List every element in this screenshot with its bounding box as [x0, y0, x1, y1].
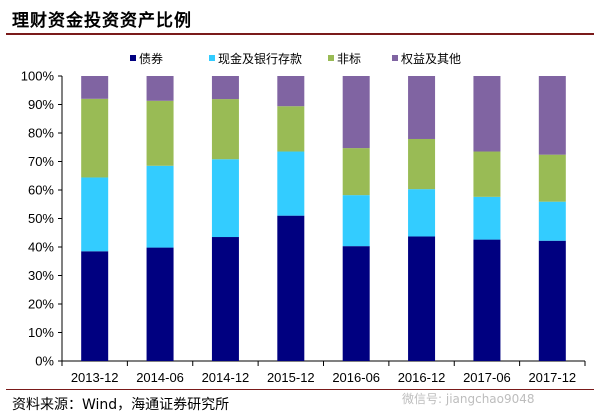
legend-label-2: 现金及银行存款: [218, 51, 302, 66]
y-tick-label: 60%: [28, 183, 54, 198]
x-tick-label: 2013-12: [71, 370, 119, 385]
chart-title: 理财资金投资资产比例: [12, 11, 192, 31]
y-tick-label: 10%: [28, 325, 54, 340]
y-tick-label: 20%: [28, 297, 54, 312]
watermark: 微信号: jiangchao9048: [402, 392, 535, 406]
bar-segment-2: [408, 189, 436, 237]
legend-swatch-2: [209, 55, 215, 61]
source-note: 资料来源：Wind，海通证券研究所: [12, 397, 230, 413]
y-tick-label: 50%: [28, 211, 54, 226]
legend-label-1: 债券: [139, 51, 163, 66]
legend-label-3: 非标: [337, 52, 361, 66]
bar-segment-4: [538, 76, 566, 155]
y-tick-label: 40%: [28, 240, 54, 255]
legend-swatch-1: [130, 55, 136, 61]
title-divider: [6, 33, 594, 35]
bar-segment-4: [211, 76, 239, 100]
legend-swatch-3: [328, 55, 334, 61]
bar-segment-1: [211, 237, 239, 361]
bar-segment-3: [342, 148, 370, 196]
bar-segment-1: [81, 251, 109, 361]
x-tick-label: 2017-12: [528, 370, 576, 385]
x-tick-label: 2016-06: [332, 370, 380, 385]
y-tick-label: 0%: [35, 354, 54, 369]
bars: [81, 76, 566, 361]
bar-segment-3: [538, 154, 566, 202]
bar-segment-1: [538, 240, 566, 361]
bar-segment-3: [408, 138, 436, 190]
bar-segment-2: [277, 151, 305, 216]
bar-segment-1: [277, 215, 305, 361]
stacked-bar-chart: 债券 现金及银行存款 非标 权益及其他 0% 10% 20% 30% 40% 50% 60% 70%…: [21, 51, 586, 385]
bar-segment-4: [408, 76, 436, 139]
bar-segment-3: [81, 98, 109, 178]
footer-divider: [6, 389, 594, 390]
bar-segment-4: [342, 76, 370, 149]
x-tick-label: 2014-12: [202, 370, 250, 385]
bar-segment-4: [81, 76, 109, 99]
legend-label-4: 权益及其他: [401, 52, 461, 66]
y-tick-label: 80%: [28, 126, 54, 141]
legend: 债券 现金及银行存款 非标 权益及其他: [130, 51, 461, 66]
bar-segment-1: [146, 247, 174, 361]
bar-segment-1: [342, 246, 370, 361]
bar-segment-2: [211, 159, 239, 238]
bar-segment-4: [473, 76, 501, 152]
bar-segment-2: [473, 196, 501, 240]
bar-segment-4: [277, 76, 305, 107]
legend-swatch-4: [392, 55, 398, 61]
bar-segment-2: [342, 195, 370, 247]
x-tick-label: 2014-06: [136, 370, 184, 385]
bar-segment-1: [473, 239, 501, 361]
bar-segment-3: [146, 100, 174, 166]
bar-segment-2: [81, 177, 109, 252]
x-tick-label: 2016-12: [398, 370, 446, 385]
bar-segment-3: [473, 151, 501, 197]
bar-segment-3: [211, 99, 239, 160]
bar-segment-3: [277, 106, 305, 152]
y-tick-label: 70%: [28, 154, 54, 169]
y-tick-label: 30%: [28, 268, 54, 283]
bar-segment-2: [538, 201, 566, 241]
bar-segment-2: [146, 165, 174, 248]
x-tick-label: 2017-06: [463, 370, 511, 385]
y-tick-label: 90%: [28, 97, 54, 112]
x-axis: 2013-12 2014-06 2014-12 2015-12 2016-06 2016-…: [61, 360, 586, 385]
bar-segment-4: [146, 76, 174, 101]
y-tick-label: 100%: [21, 69, 55, 84]
bar-segment-1: [408, 236, 436, 361]
y-axis: 0% 10% 20% 30% 40% 50% 60% 70% 80% 90% 100%: [21, 69, 63, 369]
x-tick-label: 2015-12: [267, 370, 315, 385]
